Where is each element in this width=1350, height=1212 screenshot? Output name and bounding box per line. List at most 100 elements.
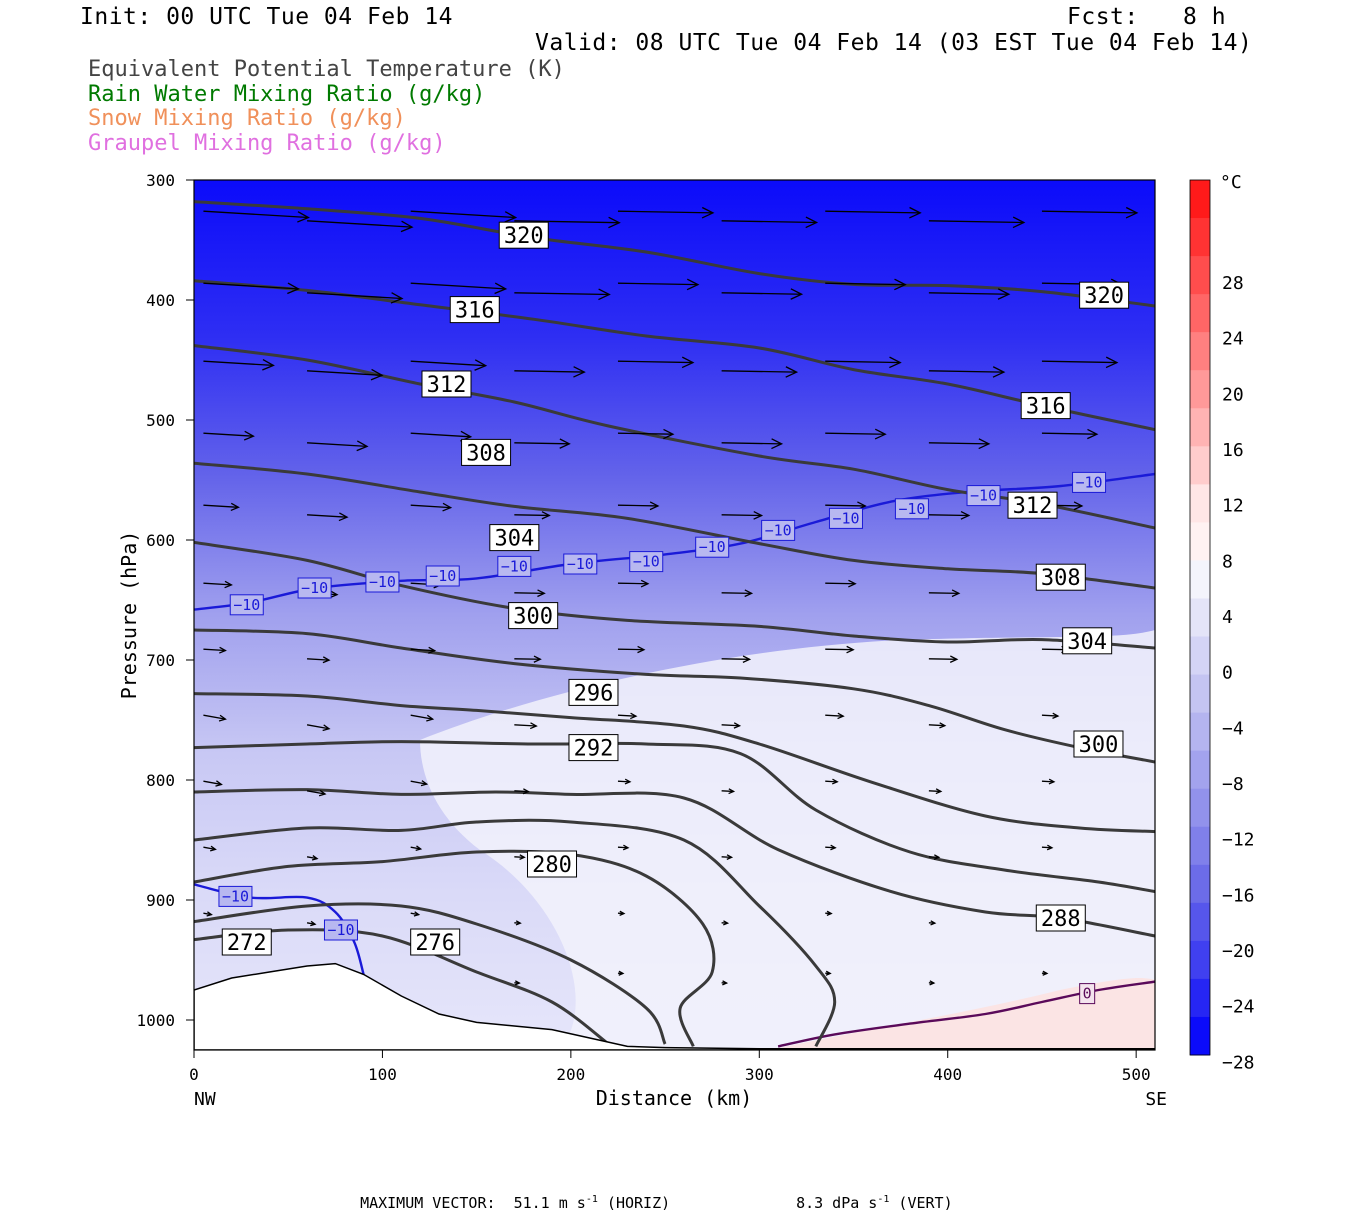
temp-contour-label: −10: [230, 595, 263, 615]
temp-contour-label: −10: [564, 554, 597, 574]
theta-e-label-text: 288: [1041, 907, 1081, 932]
wind-vector-shaft: [929, 515, 969, 516]
max-vector-label: MAXIMUM VECTOR:: [360, 1194, 495, 1212]
theta-e-label-text: 320: [1084, 284, 1124, 309]
temp-label-text: −10: [429, 567, 456, 585]
temp-contour-label: −10: [762, 520, 795, 540]
theta-e-label-text: 276: [415, 931, 455, 956]
temp-contour-label: −10: [630, 552, 663, 572]
x-tick-label: 500: [1122, 1065, 1151, 1084]
max-vector-vert-note: 8.3 dPa s-1 (VERT): [778, 1176, 953, 1212]
temp-label-text: −10: [501, 557, 528, 575]
colorbar-bin: [1190, 827, 1210, 866]
colorbar-bin: [1190, 598, 1210, 637]
temp-label-text: −10: [699, 538, 726, 556]
theta-e-label-text: 300: [513, 605, 553, 630]
temp-contour-label: −10: [366, 572, 399, 592]
theta-e-label-text: 320: [504, 224, 544, 249]
theta-e-label: 292: [569, 735, 618, 762]
colorbar-tick-label: −16: [1222, 885, 1255, 906]
colorbar-bin: [1190, 332, 1210, 371]
theta-e-label-text: 312: [427, 373, 467, 398]
colorbar-bin: [1190, 218, 1210, 257]
temp-contour-label: −10: [498, 556, 531, 576]
temp-label-text: −10: [327, 921, 354, 939]
colorbar-bin: [1190, 713, 1210, 752]
colorbar-tick-label: 4: [1222, 607, 1233, 628]
temp-contour-label: −10: [1073, 472, 1106, 492]
theta-e-label-text: 272: [227, 931, 267, 956]
colorbar-bin: [1190, 789, 1210, 828]
theta-e-label: 320: [499, 222, 548, 249]
theta-e-label: 300: [1074, 731, 1123, 758]
colorbar-bin: [1190, 370, 1210, 409]
x-end-label-nw: NW: [194, 1089, 216, 1110]
temp-label-text: −10: [970, 487, 997, 505]
y-tick-label: 700: [146, 651, 175, 670]
vert-tag: (VERT): [898, 1194, 952, 1212]
colorbar-bin: [1190, 256, 1210, 295]
colorbar-tick-label: 28: [1222, 273, 1244, 294]
wind-vector-shaft: [929, 659, 957, 660]
temp-label-text: −10: [633, 553, 660, 571]
temp-contour-label: −10: [324, 920, 357, 940]
max-vector-note: MAXIMUM VECTOR: 51.1 m s-1 (HORIZ): [342, 1176, 670, 1212]
theta-e-label-text: 308: [466, 441, 506, 466]
y-tick-label: 300: [146, 171, 175, 190]
theta-e-label-text: 292: [574, 737, 614, 762]
colorbar-bin: [1190, 751, 1210, 790]
theta-e-label-text: 308: [1041, 566, 1081, 591]
colorbar-tick-label: 0: [1222, 663, 1233, 684]
y-tick-label: 400: [146, 291, 175, 310]
colorbar-tick-label: 12: [1222, 496, 1244, 517]
x-tick-label: 400: [933, 1065, 962, 1084]
colorbar-bin: [1190, 941, 1210, 980]
temp-label-text: −10: [1076, 473, 1103, 491]
temp-label-text: 0: [1083, 985, 1092, 1003]
x-tick-label: 100: [368, 1065, 397, 1084]
theta-e-label: 316: [1021, 393, 1070, 420]
colorbar-tick-label: −8: [1222, 774, 1244, 795]
theta-e-label: 308: [462, 439, 511, 466]
theta-e-label: 272: [222, 929, 271, 956]
colorbar-tick-label: 16: [1222, 440, 1244, 461]
y-tick-label: 600: [146, 531, 175, 550]
temp-label-text: −10: [567, 555, 594, 573]
colorbar-tick-label: 8: [1222, 551, 1233, 572]
temp-label-text: −10: [832, 509, 859, 527]
wind-vector-shaft: [514, 515, 549, 516]
colorbar-tick-label: −12: [1222, 830, 1255, 851]
colorbar-bin: [1190, 294, 1210, 333]
theta-e-label-box: [976, 1055, 1025, 1081]
temp-contour-label: −10: [895, 499, 928, 519]
horiz-value: 51.1 m s: [514, 1194, 586, 1212]
colorbar-bin: [1190, 180, 1210, 219]
vert-value: 8.3 dPa s: [796, 1194, 877, 1212]
theta-e-label-text: 296: [574, 681, 614, 706]
y-tick-label: 800: [146, 771, 175, 790]
temp-label-text: −10: [222, 887, 249, 905]
colorbar-units: °C: [1220, 172, 1242, 193]
y-tick-label: 900: [146, 891, 175, 910]
theta-e-label: 276: [411, 929, 460, 956]
wind-vector-shaft: [618, 505, 658, 506]
x-tick-label: 200: [556, 1065, 585, 1084]
theta-e-label: 300: [509, 603, 558, 630]
colorbar-bin: [1190, 522, 1210, 561]
temp-label-text: −10: [233, 596, 260, 614]
colorbar-bin: [1190, 408, 1210, 447]
theta-e-label-text: 284: [981, 1057, 1021, 1082]
y-axis-title: Pressure (hPa): [117, 531, 141, 700]
x-axis-title: Distance (km): [596, 1086, 753, 1110]
colorbar-bin: [1190, 865, 1210, 904]
theta-e-label: 284: [976, 1055, 1025, 1082]
colorbar-bin: [1190, 484, 1210, 523]
temp-contour-label: −10: [696, 537, 729, 557]
colorbar-tick-label: −20: [1222, 941, 1255, 962]
theta-e-label: 316: [450, 297, 499, 324]
theta-e-label-text: 300: [1079, 733, 1119, 758]
theta-e-label: 304: [1063, 628, 1112, 655]
colorbar-bin: [1190, 560, 1210, 599]
colorbar-bin: [1190, 979, 1210, 1018]
